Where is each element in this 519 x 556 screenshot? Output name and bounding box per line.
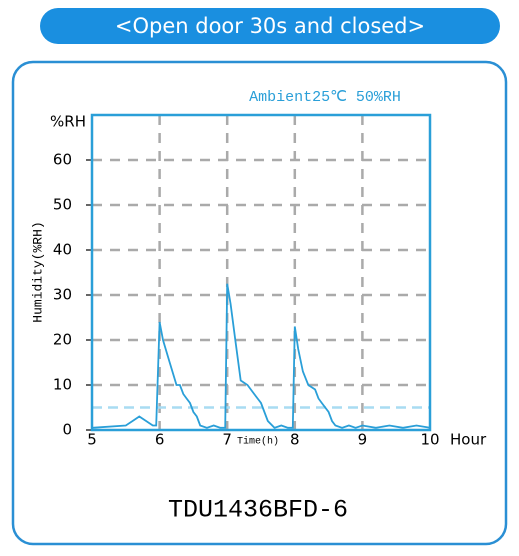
banner-bg [40,8,500,44]
plot-frame [90,113,432,432]
banner-title: <Open door 30s and closed> [115,14,425,38]
x-label: Time(h) [237,436,279,448]
x-tick-label: 7 [222,431,232,449]
y-unit-label: %RH [50,113,86,131]
model: TDU1436BFD-6 [168,496,348,525]
y-tick-label: 0 [62,421,72,439]
y-tick-label: 20 [53,331,72,349]
frame [11,60,508,546]
x-tick-label: 5 [87,431,97,449]
y-label: Humidity(%RH) [30,221,45,322]
x-tick-label: 8 [290,431,300,449]
x-unit-label: Hour [450,431,487,449]
y-tick-label: 10 [53,376,72,394]
x-tick-label: 10 [420,431,439,449]
humidity-line [91,283,431,429]
y-tick-label: 50 [53,196,72,214]
x-tick-label: 9 [358,431,368,449]
x-tick-label: 6 [155,431,165,449]
y-tick-label: 60 [53,151,72,169]
y-tick-label: 40 [53,241,72,259]
y-tick-label: 30 [53,286,72,304]
annotation: Ambient25℃ 50%RH [249,89,401,106]
